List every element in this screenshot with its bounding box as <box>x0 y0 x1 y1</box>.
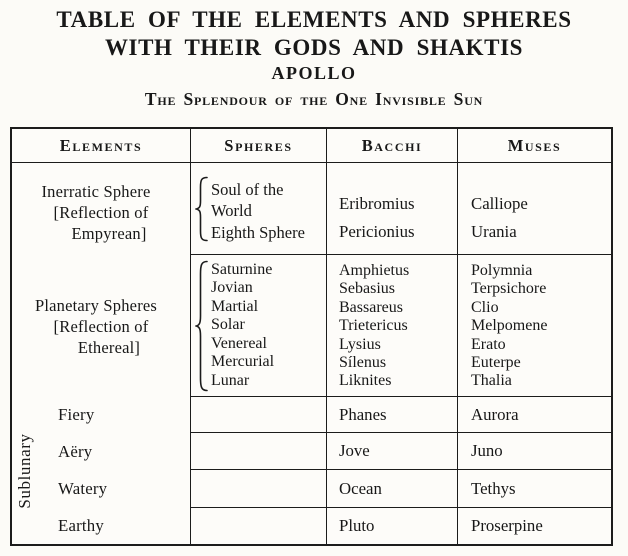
empty-sphere-cell <box>191 433 326 470</box>
sublunary-vertical-label: Sublunary <box>15 433 34 509</box>
column-bacchi: Bacchi Eribromius Pericionius Amphietus … <box>326 129 457 544</box>
brace-icon <box>195 260 208 391</box>
brace-icon <box>195 176 208 241</box>
bacchus-name: Sebasius <box>339 280 395 298</box>
muse-earthy: Proserpine <box>471 516 543 535</box>
empty-sphere-cell <box>191 508 326 544</box>
element-line: [Reflection of <box>53 203 149 222</box>
sphere-item: Lunar <box>211 371 250 389</box>
sphere-item: Saturnine <box>211 261 273 279</box>
muse-name: Urania <box>471 222 517 241</box>
element-line: Planetary Spheres <box>34 295 158 315</box>
deity-heading: APOLLO <box>271 63 357 83</box>
element-line: Inerratic Sphere <box>41 182 151 201</box>
muse-aery: Juno <box>458 433 611 470</box>
column-header-muses: Muses <box>458 129 611 163</box>
sphere-item: Eighth Sphere <box>211 222 305 242</box>
inerratic-muses-cell: Calliope Urania <box>458 163 611 255</box>
muse-name: Polymnia <box>471 262 533 279</box>
deity-epithet: The Splendour of the One Invisible Sun <box>144 89 484 109</box>
planetary-element-cell: Planetary Spheres [Reflection of Etherea… <box>12 255 180 397</box>
muse-name: Thalia <box>471 372 512 390</box>
element-line: [Reflection of <box>53 316 149 336</box>
column-header-elements: Elements <box>12 129 190 163</box>
muse-name: Euterpe <box>471 354 521 372</box>
bacchus-name: Pericionius <box>339 222 415 241</box>
column-spheres: Spheres Soul of the World Eighth Sphere … <box>190 129 326 544</box>
bacchus-watery: Ocean <box>327 470 457 508</box>
inerratic-spheres-cell: Soul of the World Eighth Sphere <box>191 163 326 255</box>
sphere-item: Soul of the <box>211 179 284 199</box>
planetary-spheres-cell: Saturnine Jovian Martial Solar Venereal … <box>191 255 326 397</box>
sphere-item: Jovian <box>211 279 253 297</box>
elements-spheres-table: Elements Inerratic Sphere [Reflection of… <box>10 127 613 546</box>
muse-watery: Tethys <box>458 470 611 508</box>
muse-name: Erato <box>471 335 506 353</box>
bacchus-name: Sílenus <box>339 354 387 372</box>
planetary-bacchi-cell: Amphietus Sebasius Bassareus Trietericus… <box>327 255 457 397</box>
bacchus-aery: Jove <box>327 433 457 470</box>
inerratic-element-cell: Inerratic Sphere [Reflection of Empyrean… <box>12 163 180 255</box>
page-title-line2: WITH THEIR GODS AND SHAKTIS <box>104 35 524 60</box>
bacchus-name: Trietericus <box>339 317 408 335</box>
bacchus-name: Amphietus <box>339 262 410 279</box>
planetary-muses-cell: Polymnia Terpsichore Clio Melpomene Erat… <box>458 255 611 397</box>
column-header-spheres: Spheres <box>191 129 326 163</box>
muse-name: Clio <box>471 298 499 316</box>
muse-name: Terpsichore <box>471 280 547 298</box>
sphere-item: World <box>211 201 252 221</box>
sphere-item: Solar <box>211 316 245 334</box>
element-fiery: Fiery <box>58 405 95 424</box>
element-earthy: Earthy <box>58 516 104 535</box>
muse-fiery: Aurora <box>458 397 611 433</box>
muse-name: Calliope <box>471 194 528 213</box>
bacchus-name: Liknites <box>339 372 392 390</box>
bacchus-name: Bassareus <box>339 298 403 316</box>
muse-name: Melpomene <box>471 317 548 335</box>
empty-sphere-cell <box>191 470 326 508</box>
element-aery: Aëry <box>58 441 93 461</box>
empty-sphere-cell <box>191 397 326 433</box>
element-watery: Watery <box>58 479 108 498</box>
bacchus-name: Eribromius <box>339 194 415 213</box>
bacchus-earthy: Pluto <box>339 516 375 535</box>
element-line: Ethereal] <box>77 337 141 357</box>
element-line: Empyrean] <box>71 224 147 243</box>
sphere-item: Martial <box>211 297 259 315</box>
column-elements: Elements Inerratic Sphere [Reflection of… <box>12 129 190 544</box>
bacchus-name: Lysius <box>339 335 381 353</box>
sublunary-group-cell: Sublunary Fiery Aëry Watery Earthy <box>12 397 190 544</box>
inerratic-bacchi-cell: Eribromius Pericionius <box>327 163 457 255</box>
column-header-bacchi: Bacchi <box>327 129 457 163</box>
page-title-line1: TABLE OF THE ELEMENTS AND SPHERES <box>56 7 572 32</box>
sphere-item: Venereal <box>211 334 267 352</box>
sphere-item: Mercurial <box>211 353 275 371</box>
column-muses: Muses Calliope Urania Polymnia Terpsicho… <box>457 129 611 544</box>
bacchus-fiery: Phanes <box>327 397 457 433</box>
